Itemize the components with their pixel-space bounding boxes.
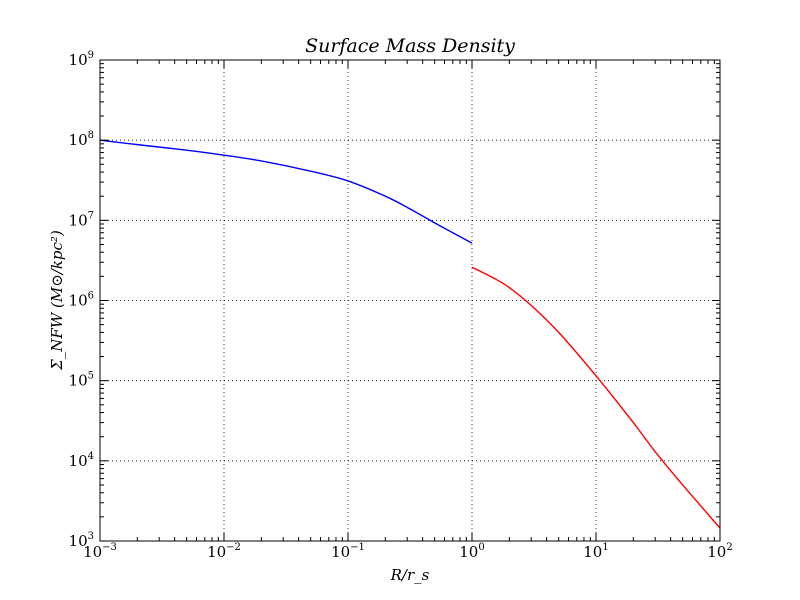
y-tick-label: 104 (69, 451, 94, 470)
series-line-2 (471, 266, 721, 529)
y-tick-base: 10 (69, 292, 88, 310)
x-tick-exponent: 0 (478, 542, 484, 553)
y-tick-label: 107 (69, 210, 94, 229)
y-tick-exponent: 6 (88, 291, 94, 302)
y-tick-exponent: 9 (88, 50, 94, 61)
x-axis-label-text: R/r_s (390, 566, 430, 584)
y-tick-base: 10 (69, 372, 88, 390)
x-tick-base: 10 (707, 543, 726, 561)
tick-marks (99, 59, 721, 542)
y-tick-base: 10 (69, 211, 88, 229)
x-tick-base: 10 (583, 543, 602, 561)
x-tick-label: 10−3 (83, 542, 117, 561)
y-tick-label: 108 (69, 130, 94, 149)
x-tick-label: 100 (459, 542, 484, 561)
x-tick-label: 10−1 (331, 542, 365, 561)
y-tick-label: 103 (69, 531, 94, 550)
x-tick-base: 10 (459, 543, 478, 561)
x-tick-base: 10 (83, 543, 102, 561)
x-tick-exponent: −3 (102, 542, 117, 553)
x-tick-exponent: −2 (226, 542, 241, 553)
y-tick-exponent: 7 (88, 210, 94, 221)
y-axis-label: Σ_NFW (M⊙/kpc²) (48, 230, 66, 371)
y-tick-base: 10 (69, 452, 88, 470)
x-tick-label: 102 (707, 542, 732, 561)
y-tick-exponent: 5 (88, 371, 94, 382)
series-line-1 (99, 139, 473, 244)
x-tick-label: 10−2 (207, 542, 241, 561)
y-tick-base: 10 (69, 131, 88, 149)
y-tick-label: 109 (69, 50, 94, 69)
y-tick-base: 10 (69, 51, 88, 69)
x-tick-exponent: −1 (350, 542, 365, 553)
series-lines (99, 139, 721, 529)
x-axis-label: R/r_s (390, 566, 430, 584)
x-tick-labels: 10−3 10−2 10−1 100 101 102 (83, 542, 733, 561)
y-tick-label: 106 (69, 291, 94, 310)
x-tick-label: 101 (583, 542, 608, 561)
x-tick-exponent: 1 (602, 542, 608, 553)
y-tick-label: 105 (69, 371, 94, 390)
grid-lines (100, 60, 720, 541)
y-tick-exponent: 8 (88, 130, 94, 141)
x-tick-exponent: 2 (726, 542, 732, 553)
y-axis-label-text: Σ_NFW (M⊙/kpc²) (48, 230, 66, 371)
y-tick-base: 10 (69, 532, 88, 550)
y-tick-exponent: 4 (88, 451, 94, 462)
chart-title: Surface Mass Density (305, 35, 515, 57)
x-tick-base: 10 (331, 543, 350, 561)
y-tick-exponent: 3 (88, 531, 94, 542)
x-tick-base: 10 (207, 543, 226, 561)
